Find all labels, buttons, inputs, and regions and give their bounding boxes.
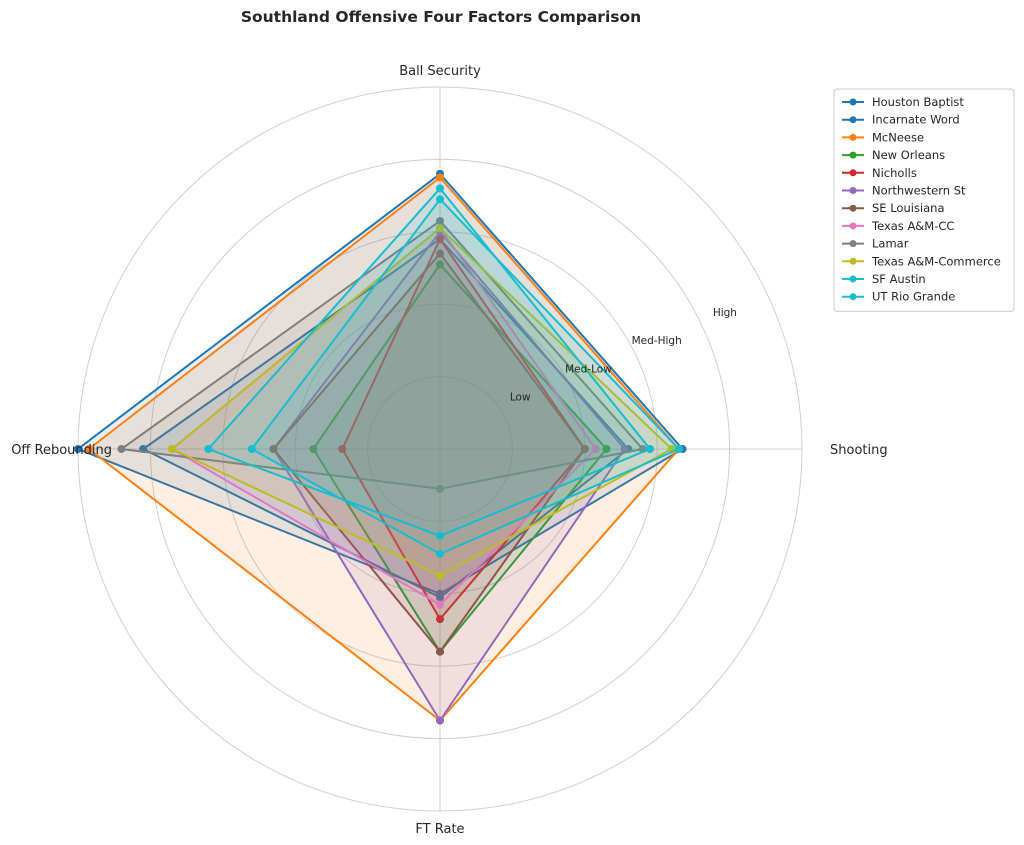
series-11 (247, 195, 683, 558)
legend: Houston Baptist Incarnate Word McNeese New … (833, 88, 1015, 312)
data-point (674, 445, 683, 453)
data-point (620, 445, 629, 453)
data-point (602, 445, 611, 453)
axis-labels: Ball Security Shooting FT Rate Off Reboundi… (11, 64, 887, 837)
series-6 (269, 249, 589, 656)
series-fill (273, 253, 585, 652)
legend-item: Lamar (842, 237, 909, 251)
data-point (436, 224, 444, 233)
series-fill (121, 220, 643, 489)
legend-label: Houston Baptist (872, 95, 964, 109)
legend-item: Texas A&M-CC (842, 219, 954, 233)
legend-item: UT Rio Grande (842, 290, 955, 304)
series-fill (313, 264, 607, 652)
data-point (204, 445, 213, 453)
legend-item: SF Austin (842, 272, 926, 286)
legend-swatch-marker (849, 293, 857, 301)
ring-labels: Low Med-Low Med-High High (510, 307, 737, 404)
data-point (436, 600, 444, 609)
ring-label: Med-High (632, 335, 682, 347)
data-point (436, 615, 444, 624)
axis-label: FT Rate (415, 822, 464, 837)
axis-label: Shooting (830, 443, 888, 458)
legend-label: Incarnate Word (872, 113, 960, 127)
axis-label: Ball Security (399, 64, 481, 79)
legend-swatch-marker (849, 98, 857, 106)
legend-label: UT Rio Grande (872, 290, 955, 304)
data-point (309, 445, 318, 453)
series-fill (172, 228, 672, 576)
axis-label: Off Rebounding (11, 443, 112, 458)
data-point (436, 216, 444, 225)
series-fill (208, 188, 651, 536)
data-point (436, 173, 444, 182)
legend-box (833, 88, 1015, 312)
data-point (436, 549, 444, 558)
data-point (84, 445, 93, 453)
legend-label: Nicholls (872, 166, 917, 180)
data-point (436, 484, 444, 493)
legend-item: Houston Baptist (842, 95, 964, 109)
data-point (436, 716, 444, 725)
data-point (580, 445, 589, 453)
series-fill (172, 228, 596, 605)
legend-swatch-marker (849, 133, 857, 141)
legend-item: Incarnate Word (842, 113, 960, 127)
ring-label: Med-Low (565, 363, 612, 375)
ring-label: High (713, 307, 737, 319)
data-point (338, 445, 347, 453)
legend-swatch-marker (849, 240, 857, 248)
legend-swatch-marker (849, 187, 857, 194)
legend-item: McNeese (842, 130, 924, 144)
legend-label: Northwestern St (872, 184, 966, 198)
legend-label: New Orleans (872, 148, 945, 162)
legend-item: Northwestern St (842, 184, 966, 198)
legend-swatch-marker (849, 275, 857, 283)
data-point (436, 571, 444, 580)
chart-title: Southland Offensive Four Factors Compari… (241, 8, 641, 26)
data-point (436, 235, 444, 244)
legend-label: SE Louisiana (872, 201, 945, 215)
legend-item: Nicholls (842, 166, 917, 180)
data-point (591, 445, 600, 453)
legend-item: SE Louisiana (842, 201, 945, 215)
legend-swatch-marker (849, 204, 857, 212)
legend-swatch-marker (849, 151, 857, 159)
series-5 (269, 227, 629, 725)
series-8 (117, 216, 647, 493)
data-point (436, 531, 444, 540)
legend-label: Lamar (872, 237, 909, 251)
legend-item: Texas A&M-Commerce (842, 254, 1001, 268)
data-point (168, 445, 177, 453)
legend-swatch-marker (849, 222, 857, 230)
series-10 (204, 184, 654, 540)
series-fill (342, 239, 585, 620)
legend-label: SF Austin (872, 272, 926, 286)
series-9 (168, 224, 676, 580)
legend-label: McNeese (872, 130, 924, 144)
series-fill (251, 199, 679, 554)
data-point (74, 445, 82, 453)
ring-label: Low (510, 392, 531, 404)
legend-swatch-marker (849, 169, 857, 177)
data-point (269, 445, 278, 453)
data-point (436, 184, 444, 193)
series-fill (273, 231, 625, 721)
series-layer (74, 169, 687, 725)
data-point (436, 260, 444, 269)
legend-item: New Orleans (842, 148, 945, 162)
legend-swatch-marker (849, 257, 857, 265)
data-point (645, 445, 654, 453)
legend-label: Texas A&M-CC (871, 219, 954, 233)
legend-swatch-marker (849, 116, 857, 124)
data-point (436, 593, 444, 602)
data-point (117, 445, 126, 453)
data-point (247, 445, 256, 453)
data-point (436, 647, 444, 656)
data-point (436, 195, 444, 204)
legend-label: Texas A&M-Commerce (871, 254, 1001, 268)
data-point (436, 249, 444, 258)
